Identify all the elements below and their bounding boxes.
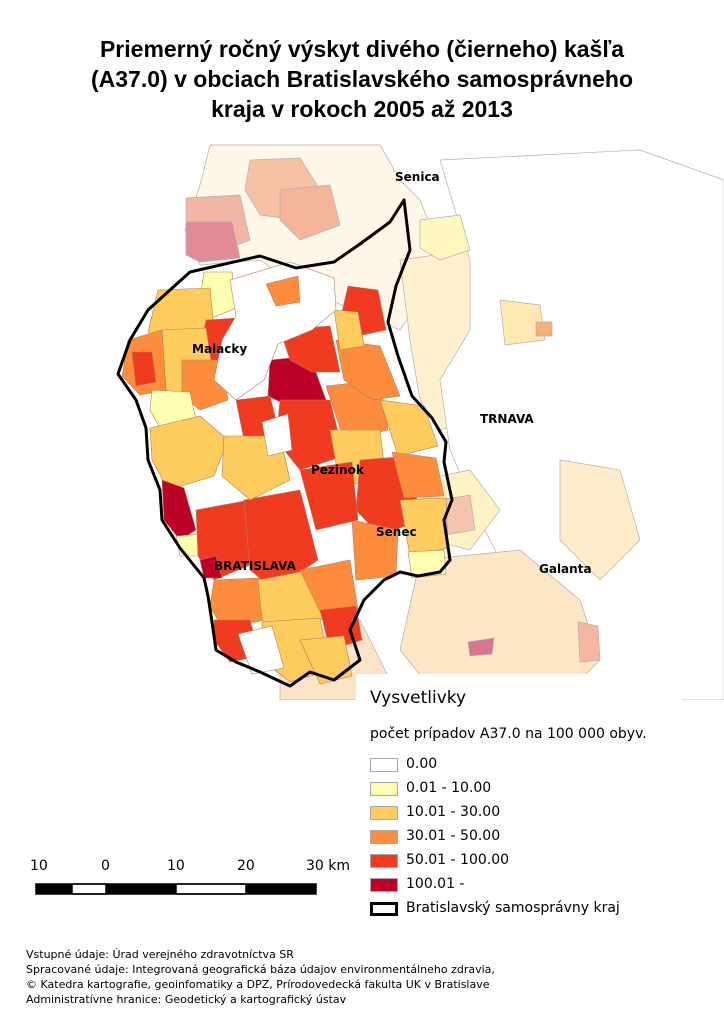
scale-segment-3 [106, 884, 176, 894]
scale-segment-2 [71, 883, 107, 895]
label-senica: Senica [395, 170, 440, 184]
legend-swatch-1 [370, 782, 398, 796]
credits: Vstupné údaje: Úrad verejného zdravotníc… [26, 947, 495, 1007]
legend-label-5: 100.01 - [406, 876, 465, 892]
legend-label-2: 10.01 - 30.00 [406, 804, 501, 820]
label-malacky: Malacky [192, 342, 248, 356]
legend-label-0: 0.00 [406, 756, 438, 772]
scale-segment-4 [175, 883, 247, 895]
outside-area-yellow-4 [559, 459, 641, 581]
legend-swatch-3 [370, 830, 398, 844]
scale-label-30km: 30 km [306, 858, 351, 874]
title-line-1: Priemerný ročný výskyt divého (čierneho)… [99, 36, 625, 62]
scale-segment-1 [36, 884, 72, 894]
outside-area-orange-small [535, 321, 553, 337]
label-bratislava: BRATISLAVA [214, 559, 296, 573]
credits-line-1: Vstupné údaje: Úrad verejného zdravotníc… [26, 948, 294, 961]
municipality-bratislava-dark [199, 555, 223, 579]
scale-segment-5 [246, 884, 316, 894]
scale-bar [35, 883, 317, 895]
municipality-zero-south [237, 625, 285, 675]
municipality-zero-pezinok [261, 413, 293, 457]
scale-label-20: 20 [237, 858, 255, 874]
outside-area-rose-west [185, 221, 241, 263]
title-line-3: kraja v rokoch 2005 až 2013 [211, 96, 513, 122]
region-boundary [116, 198, 454, 688]
credits-line-3: © Katedra kartografie, geoinfomatiky a D… [26, 978, 490, 991]
map-title: Priemerný ročný výskyt divého (čierneho)… [20, 34, 704, 124]
legend-swatch-0 [370, 758, 398, 772]
legend-title: Vysvetlivky [370, 688, 467, 708]
legend-label-1: 0.01 - 10.00 [406, 780, 492, 796]
municipality-southeast-yellow [407, 549, 447, 579]
legend-swatch-boundary [370, 902, 398, 916]
municipality-orange-lake [265, 275, 301, 307]
municipality-south-tip [299, 635, 353, 685]
legend-label-4: 50.01 - 100.00 [406, 852, 510, 868]
credits-line-2: Spracované údaje: Integrovaná geografick… [26, 963, 495, 976]
scale-outline [35, 883, 317, 895]
surrounding-municipalities [184, 144, 724, 700]
scale-label-10: 10 [167, 858, 185, 874]
municipality-zero-malacky [213, 261, 337, 401]
municipality-west-dark-red [161, 479, 197, 541]
legend-swatch-4 [370, 854, 398, 868]
title-line-2: (A37.0) v obciach Bratislavského samospr… [91, 66, 633, 92]
legend: Vysvetlivky počet prípadov A37.0 na 100 … [356, 674, 682, 932]
outside-area-rose-south [467, 637, 495, 657]
credits-line-4: Administratívne hranice: Geodetický a ka… [26, 993, 347, 1006]
municipality-northeast-yellow [333, 309, 365, 351]
municipality-senec-orange [391, 451, 445, 499]
municipality-pezinok-south [299, 461, 359, 531]
legend-subtitle: počet prípadov A37.0 na 100 000 obyv. [370, 726, 647, 742]
label-senec: Senec [376, 525, 417, 539]
municipality-senec-south [351, 519, 399, 581]
legend-label-3: 30.01 - 50.00 [406, 828, 501, 844]
scale-label-0: 0 [101, 858, 110, 874]
municipality-pezinok-north-red [279, 325, 341, 373]
outside-area-galanta-pink [577, 621, 601, 663]
legend-label-boundary: Bratislavský samosprávny kraj [406, 900, 620, 916]
outside-area-yellow-1 [419, 214, 471, 261]
outside-area-senica-pink-2 [279, 184, 341, 241]
label-pezinok: Pezinok [311, 463, 364, 477]
municipality-southwest-orange [149, 415, 229, 491]
region-municipalities [121, 271, 449, 685]
label-galanta: Galanta [539, 562, 592, 576]
municipality-east-orange [335, 339, 401, 401]
label-trnava: TRNAVA [480, 412, 534, 426]
scale-label-10-left: 10 [30, 858, 48, 874]
municipality-east-yellow [379, 399, 439, 457]
outside-area-yellow-2 [499, 299, 546, 346]
municipality-west-red [131, 351, 157, 387]
legend-swatch-2 [370, 806, 398, 820]
legend-swatch-5 [370, 878, 398, 892]
